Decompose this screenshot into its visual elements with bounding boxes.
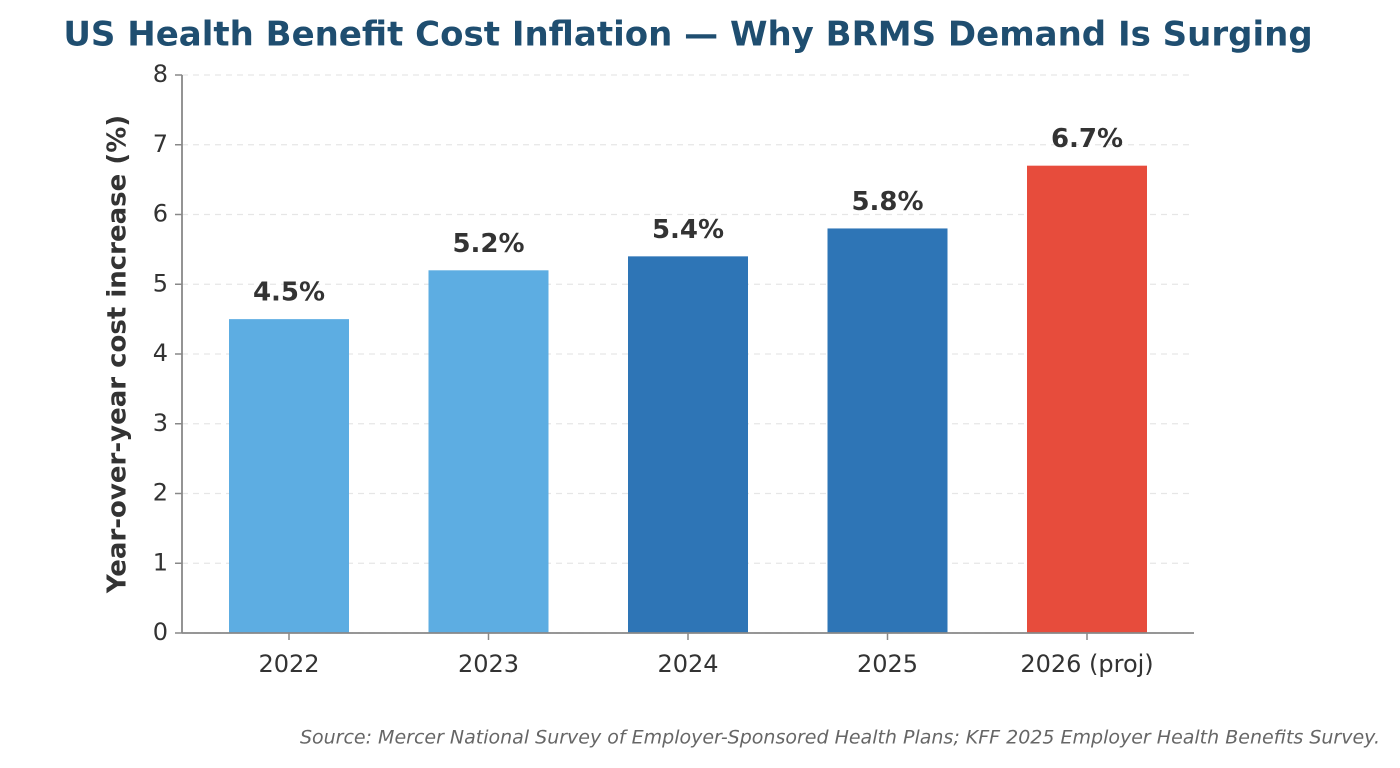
y-tick-label: 1	[153, 548, 168, 576]
bar	[229, 319, 349, 633]
x-tick-label: 2024	[657, 650, 718, 678]
bar	[1027, 165, 1147, 634]
data-label: 5.2%	[452, 229, 524, 259]
bar	[827, 228, 948, 633]
x-tick-label: 2022	[258, 650, 319, 678]
y-axis-label: Year-over-year cost increase (%)	[103, 115, 133, 594]
source-note: Source: Mercer National Survey of Employ…	[300, 727, 1380, 749]
y-tick-label: 3	[153, 409, 168, 437]
data-label: 6.7%	[1051, 124, 1123, 154]
data-label: 4.5%	[253, 278, 325, 308]
y-tick-label: 0	[153, 618, 168, 646]
x-tick-label: 2025	[857, 650, 918, 678]
y-tick-label: 6	[153, 200, 168, 228]
y-tick-label: 2	[153, 479, 168, 507]
x-tick-label: 2023	[458, 650, 519, 678]
data-label: 5.4%	[652, 215, 724, 245]
y-tick-label: 5	[153, 269, 168, 297]
chart-title: US Health Benefit Cost Inflation — Why B…	[63, 15, 1312, 55]
bar	[628, 256, 748, 633]
y-tick-label: 7	[153, 130, 168, 158]
y-tick-label: 4	[153, 339, 168, 367]
data-label: 5.8%	[851, 187, 923, 217]
bar	[428, 270, 549, 633]
y-tick-label: 8	[153, 60, 168, 88]
x-tick-label: 2026 (proj)	[1020, 650, 1153, 678]
